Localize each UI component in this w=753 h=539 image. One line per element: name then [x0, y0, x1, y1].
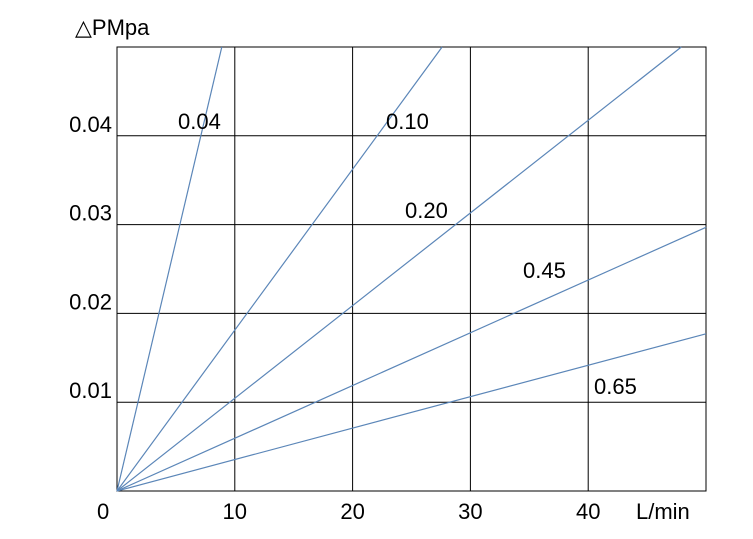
series-line-0 [116, 46, 223, 492]
series-lines [116, 46, 707, 492]
series-line-1 [116, 46, 443, 492]
tick-labels: 10 20 30 40 0.01 0.02 0.03 0.04 [69, 112, 600, 524]
y-tick-label-2: 0.03 [69, 201, 112, 226]
y-tick-label-1: 0.02 [69, 289, 112, 314]
x-axis-label: L/min [636, 499, 690, 524]
series-labels: 0.04 0.10 0.20 0.45 0.65 [178, 109, 637, 399]
x-tick-label-2: 30 [458, 499, 482, 524]
plot-border [116, 46, 707, 492]
y-tick-label-3: 0.04 [69, 112, 112, 137]
series-line-3 [116, 226, 707, 492]
series-line-4 [116, 333, 707, 492]
series-label-0: 0.04 [178, 109, 221, 134]
origin-label: 0 [97, 499, 109, 524]
y-axis-label: △PMpa [75, 15, 150, 40]
x-tick-label-1: 20 [340, 499, 364, 524]
series-label-2: 0.20 [405, 198, 448, 223]
y-tick-label-0: 0.01 [69, 378, 112, 403]
x-tick-label-0: 10 [223, 499, 247, 524]
series-label-1: 0.10 [386, 109, 429, 134]
series-label-4: 0.65 [594, 374, 637, 399]
series-label-3: 0.45 [523, 258, 566, 283]
series-line-2 [116, 46, 682, 492]
x-tick-label-3: 40 [576, 499, 600, 524]
